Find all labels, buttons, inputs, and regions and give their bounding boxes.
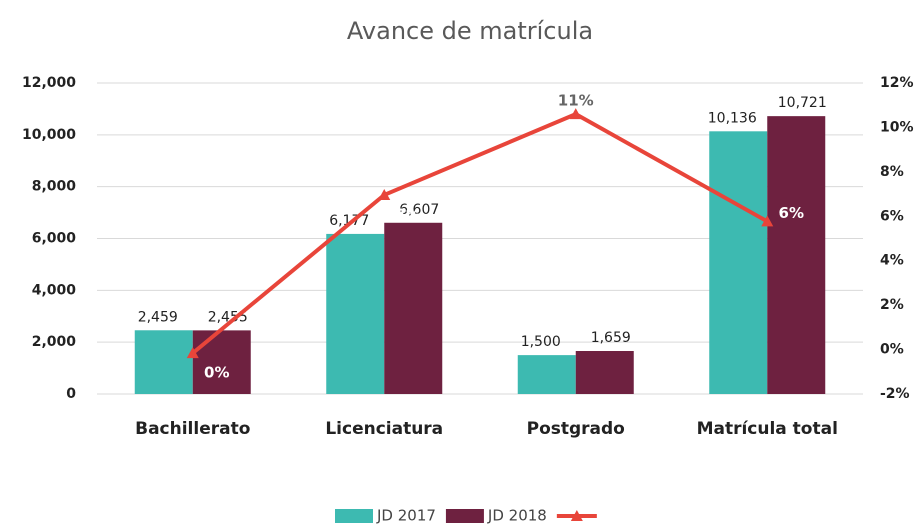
x-tick-label: Matrícula total bbox=[697, 419, 838, 439]
x-tick-label: Bachillerato bbox=[135, 419, 250, 439]
y-tick-label: 8,000 bbox=[32, 179, 77, 195]
y-tick-label: 4,000 bbox=[32, 282, 77, 298]
bar-value-label: 6,177 bbox=[329, 213, 369, 229]
line-value-label: 6% bbox=[779, 204, 804, 222]
bar bbox=[517, 355, 576, 394]
y2-tick-label: 12% bbox=[880, 75, 914, 91]
line-value-label: 0% bbox=[204, 364, 229, 382]
bar-value-label: 10,136 bbox=[708, 110, 757, 126]
bar bbox=[326, 233, 385, 394]
bar bbox=[134, 330, 193, 394]
bar-value-label: 1,659 bbox=[591, 330, 631, 346]
y2-tick-label: 10% bbox=[880, 119, 914, 135]
y-tick-label: 6,000 bbox=[32, 231, 77, 247]
line bbox=[191, 111, 769, 355]
line-value-label: 11% bbox=[558, 92, 594, 110]
line-marker bbox=[378, 188, 391, 200]
bar bbox=[384, 222, 443, 394]
bar bbox=[192, 330, 251, 394]
line-value-label: 7% bbox=[396, 205, 421, 223]
y-tick-label: 12,000 bbox=[22, 75, 76, 91]
y-tick-label: 0 bbox=[66, 386, 76, 402]
y-tick-label: 2,000 bbox=[32, 334, 77, 350]
line-marker bbox=[186, 347, 199, 359]
legend-label: JD 2017 bbox=[376, 507, 436, 525]
y2-tick-label: 8% bbox=[880, 164, 904, 180]
y2-tick-label: -2% bbox=[880, 386, 910, 402]
x-tick-label: Postgrado bbox=[527, 419, 625, 439]
y2-tick-label: 6% bbox=[880, 208, 904, 224]
legend-swatch bbox=[445, 509, 484, 523]
bar bbox=[575, 351, 634, 394]
y-tick-label: 10,000 bbox=[22, 127, 76, 143]
bar bbox=[709, 131, 768, 395]
bar bbox=[767, 116, 826, 395]
y2-tick-label: 0% bbox=[880, 342, 904, 358]
y2-tick-label: 2% bbox=[880, 297, 904, 313]
bar-value-label: 10,721 bbox=[778, 95, 827, 111]
legend-swatch bbox=[335, 509, 373, 523]
bar-value-label: 2,459 bbox=[138, 309, 178, 325]
legend-label: JD 2018 bbox=[487, 507, 547, 525]
y2-tick-label: 4% bbox=[880, 253, 904, 269]
bar-value-label: 1,500 bbox=[521, 334, 561, 350]
line-marker bbox=[569, 108, 582, 120]
legend-marker bbox=[570, 510, 583, 521]
line-marker bbox=[761, 215, 774, 227]
chart-title: Avance de matrícula bbox=[347, 17, 593, 45]
bar-value-label: 6,607 bbox=[399, 202, 439, 218]
x-tick-label: Licenciatura bbox=[325, 419, 443, 439]
